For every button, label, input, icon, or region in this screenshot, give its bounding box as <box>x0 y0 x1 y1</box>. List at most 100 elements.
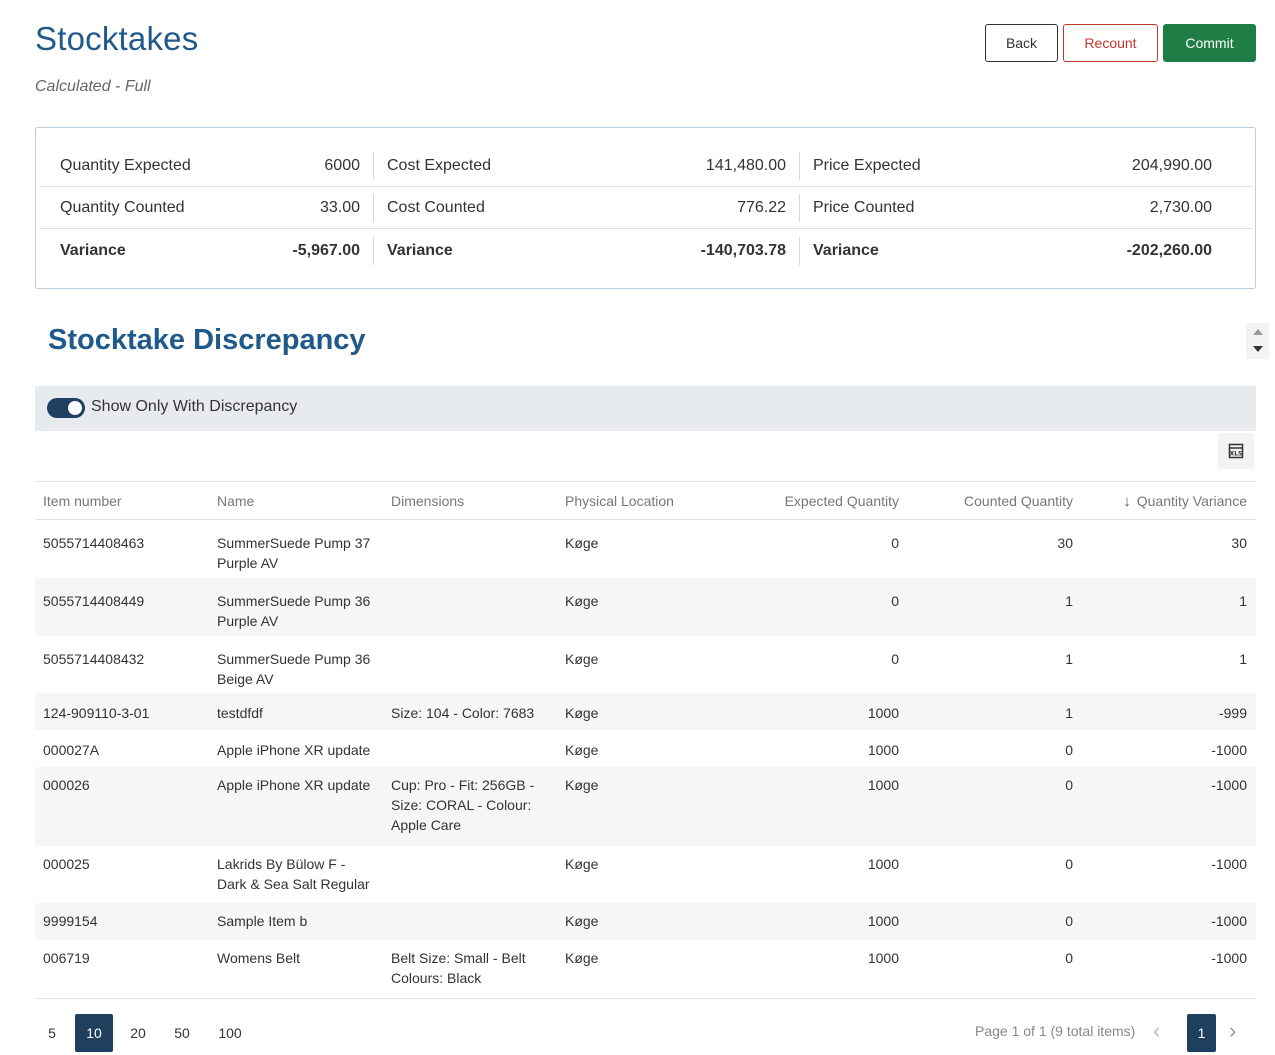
name-line: Purple AV <box>217 613 279 629</box>
col-name[interactable]: Name <box>217 493 255 509</box>
name-line: SummerSuede Pump 36 <box>217 651 371 667</box>
quantity-expected-label: Quantity Expected <box>60 156 191 174</box>
cell-counted: 1 <box>1065 705 1073 721</box>
price-variance-value: -202,260.00 <box>1126 242 1212 259</box>
commit-button[interactable]: Commit <box>1163 24 1256 62</box>
page-size-option[interactable]: 50 <box>174 1025 190 1041</box>
cell-location: Køge <box>565 913 599 929</box>
table-row[interactable]: 5055714408432 SummerSuede Pump 36 Beige A… <box>35 636 1256 693</box>
col-dimensions[interactable]: Dimensions <box>391 493 465 509</box>
discrepancy-table: Item number Name Dimensions Physical Loc… <box>35 481 1256 999</box>
cell-counted: 1 <box>1065 593 1073 609</box>
cell-expected: 1000 <box>867 742 899 758</box>
cell-item-number: 000026 <box>43 777 90 793</box>
cell-counted: 1 <box>1065 651 1073 667</box>
name-line: SummerSuede Pump 36 <box>217 593 371 609</box>
cell-expected: 1000 <box>867 705 899 721</box>
cell-location: Køge <box>565 950 599 966</box>
table-row[interactable]: 000026 Apple iPhone XR update Cup: Pro -… <box>35 767 1256 846</box>
table-row[interactable]: 000027A Apple iPhone XR update Køge 1000… <box>35 730 1256 767</box>
page-info: Page 1 of 1 (9 total items) <box>975 1023 1136 1039</box>
col-expected-quantity[interactable]: Expected Quantity <box>784 493 899 509</box>
cell-variance: -1000 <box>1211 856 1247 872</box>
cost-variance-label: Variance <box>387 242 453 259</box>
divider <box>799 194 800 222</box>
cell-expected: 0 <box>891 535 899 551</box>
cost-variance-value: -140,703.78 <box>700 242 786 259</box>
price-variance-label: Variance <box>813 242 879 259</box>
cell-variance: -1000 <box>1211 742 1247 758</box>
cost-counted-value: 776.22 <box>737 198 786 216</box>
name-line: SummerSuede Pump 37 <box>217 535 371 551</box>
page-size-option[interactable]: 100 <box>218 1025 242 1041</box>
table-row[interactable]: 000025 Lakrids By Bülow F - Dark & Sea Sa… <box>35 846 1256 903</box>
discrepancy-toggle[interactable] <box>47 398 85 418</box>
page-size-option[interactable]: 20 <box>130 1025 146 1041</box>
cell-name: Womens Belt <box>217 950 300 966</box>
svg-text:XLS: XLS <box>1230 451 1243 458</box>
cell-variance: 1 <box>1239 593 1247 609</box>
scroll-down-icon[interactable] <box>1253 346 1263 352</box>
col-quantity-variance-wrap[interactable]: ↓ Quantity Variance <box>1083 493 1247 510</box>
divider <box>373 194 374 222</box>
cell-item-number: 000025 <box>43 856 90 872</box>
table-row[interactable]: 5055714408449 SummerSuede Pump 36 Purple … <box>35 578 1256 636</box>
scroll-up-icon[interactable] <box>1253 329 1263 335</box>
cell-dimensions: Belt Size: Small - Belt Colours: Black <box>391 948 561 988</box>
cell-item-number: 5055714408432 <box>43 651 145 667</box>
page-size-option[interactable]: 5 <box>48 1025 56 1041</box>
cell-name: Apple iPhone XR update <box>217 777 371 793</box>
sort-descending-icon: ↓ <box>1123 493 1131 510</box>
table-row[interactable]: 5055714408463 SummerSuede Pump 37 Purple … <box>35 520 1256 578</box>
name-line: Lakrids By Bülow F - <box>217 856 346 872</box>
dimension-line: Apple Care <box>391 817 462 833</box>
cost-counted-label: Cost Counted <box>387 198 485 216</box>
page-size-option-active[interactable]: 10 <box>75 1014 113 1052</box>
page-size-selector: 5 10 20 50 100 <box>35 1013 259 1053</box>
quantity-expected-value: 6000 <box>324 156 360 174</box>
price-counted-value: 2,730.00 <box>1149 198 1212 216</box>
cell-location: Køge <box>565 742 599 758</box>
table-row[interactable]: 006719 Womens Belt Belt Size: Small - Be… <box>35 940 1256 998</box>
dimension-line: Colours: Black <box>391 970 482 986</box>
chevron-right-icon[interactable]: › <box>1229 1018 1237 1043</box>
back-button[interactable]: Back <box>985 24 1058 62</box>
page-number-current[interactable]: 1 <box>1187 1014 1216 1052</box>
summary-row-variance: Variance -5,967.00 Variance -140,703.78 … <box>40 230 1253 272</box>
table-row[interactable]: 124-909110-3-01 testdfdf Size: 104 - Col… <box>35 693 1256 730</box>
divider <box>799 152 800 180</box>
cell-dimensions: Cup: Pro - Fit: 256GB - Size: CORAL - Col… <box>391 775 561 835</box>
table-header: Item number Name Dimensions Physical Loc… <box>35 482 1256 520</box>
cost-expected-label: Cost Expected <box>387 156 492 174</box>
summary-card: Quantity Expected 6000 Cost Expected 141… <box>35 127 1256 289</box>
excel-export-icon: XLS <box>1228 443 1244 459</box>
cell-variance: 1 <box>1239 651 1247 667</box>
quantity-variance-label: Variance <box>60 242 126 259</box>
col-item-number[interactable]: Item number <box>43 493 122 509</box>
chevron-left-icon[interactable]: ‹ <box>1153 1018 1161 1043</box>
cell-expected: 0 <box>891 651 899 667</box>
quantity-counted-value: 33.00 <box>319 198 360 216</box>
name-line: Dark & Sea Salt Regular <box>217 876 370 892</box>
excel-export-button[interactable]: XLS <box>1218 433 1254 469</box>
scroll-control[interactable] <box>1246 323 1269 359</box>
cell-variance: -1000 <box>1211 777 1247 793</box>
page-title: Stocktakes <box>35 20 199 57</box>
col-counted-quantity[interactable]: Counted Quantity <box>964 493 1073 509</box>
cell-counted: 0 <box>1065 777 1073 793</box>
col-physical-location[interactable]: Physical Location <box>565 493 674 509</box>
cell-name: SummerSuede Pump 37 Purple AV <box>217 533 387 573</box>
cell-name: Lakrids By Bülow F - Dark & Sea Salt Regu… <box>217 854 387 894</box>
toggle-knob <box>68 401 82 415</box>
page-subtitle: Calculated - Full <box>35 78 151 95</box>
cell-item-number: 124-909110-3-01 <box>43 705 150 721</box>
name-line: Beige AV <box>217 671 274 687</box>
recount-button[interactable]: Recount <box>1063 24 1158 62</box>
name-line: Purple AV <box>217 555 279 571</box>
table-row[interactable]: 9999154 Sample Item b Køge 1000 0 -1000 <box>35 903 1256 940</box>
cell-counted: 0 <box>1065 913 1073 929</box>
cell-name: SummerSuede Pump 36 Purple AV <box>217 591 387 631</box>
cell-item-number: 5055714408449 <box>43 593 145 609</box>
dimension-line: Belt Size: Small - Belt <box>391 950 526 966</box>
cell-item-number: 006719 <box>43 950 90 966</box>
